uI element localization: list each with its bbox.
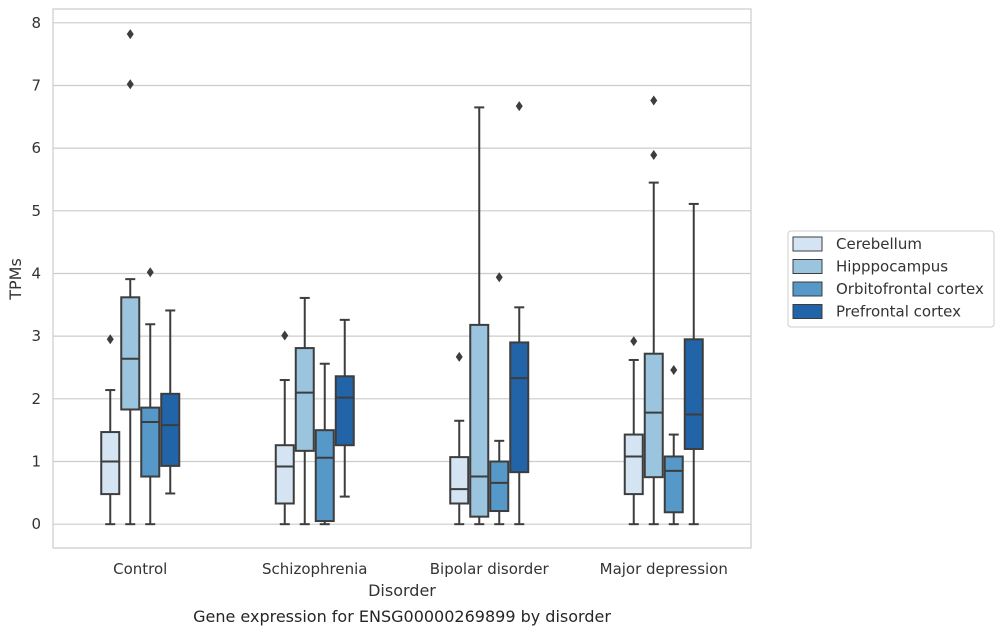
chart-caption: Gene expression for ENSG00000269899 by d… [193, 607, 611, 626]
box-iqr [294, 347, 315, 452]
box-hipppocampus-2 [469, 106, 490, 526]
x-tick-label: Bipolar disorder [430, 560, 550, 578]
outlier-point [670, 365, 678, 376]
outlier-point [106, 334, 114, 345]
box-iqr [100, 431, 121, 496]
box-iqr [274, 444, 295, 505]
box-orbitofrontal-cortex-0 [140, 267, 161, 526]
box-iqr [160, 392, 181, 467]
box-iqr [120, 296, 141, 411]
box-cerebellum-3 [623, 336, 644, 526]
box-iqr [683, 338, 704, 450]
box-cerebellum-2 [449, 351, 470, 526]
outlier-point [146, 267, 154, 278]
plot-frame [52, 8, 752, 549]
outlier-point [650, 95, 658, 106]
box-prefrontal-cortex-0 [160, 309, 181, 495]
box-hipppocampus-3 [643, 95, 664, 526]
x-axis-label: Disorder [368, 581, 436, 600]
box-orbitofrontal-cortex-1 [314, 362, 335, 526]
legend: Cerebellum Hipppocampus Orbitofrontal cort… [787, 230, 995, 328]
legend-label: Cerebellum [836, 235, 922, 253]
y-tick-label: 1 [31, 453, 41, 471]
legend-frame [787, 230, 995, 328]
box-iqr [643, 352, 664, 479]
box-hipppocampus-0 [120, 29, 141, 526]
box-iqr [489, 460, 510, 513]
y-tick-label: 5 [31, 202, 41, 220]
outlier-point [515, 101, 523, 112]
legend-label: Hipppocampus [836, 258, 948, 276]
outlier-point [495, 272, 503, 283]
legend-swatch [792, 259, 823, 274]
outlier-point [650, 150, 658, 161]
box-iqr [509, 341, 530, 474]
outlier-point [281, 330, 289, 341]
box-iqr [469, 323, 490, 518]
x-tick-label: Major depression [600, 560, 728, 578]
y-tick-label: 3 [31, 327, 41, 345]
x-tick-label: Control [113, 560, 167, 578]
legend-label: Prefrontal cortex [836, 303, 961, 321]
y-tick-label: 0 [31, 515, 41, 533]
x-tick-labels: Control Schizophrenia Bipolar disorder Majo… [113, 560, 728, 578]
box-iqr [314, 429, 335, 523]
box-iqr [140, 406, 161, 478]
box-iqr [334, 375, 355, 447]
box-prefrontal-cortex-2 [509, 101, 530, 526]
outlier-point [630, 336, 638, 347]
box-groups [100, 29, 704, 526]
box-iqr [623, 433, 644, 496]
box-iqr [449, 456, 470, 505]
outlier-point [126, 79, 134, 90]
legend-swatch [792, 304, 823, 319]
box-orbitofrontal-cortex-2 [489, 272, 510, 526]
legend-label: Orbitofrontal cortex [836, 280, 984, 298]
outlier-point [455, 351, 463, 362]
box-iqr [663, 455, 684, 514]
y-axis-label: TPMs [6, 258, 25, 301]
box-hipppocampus-1 [294, 296, 315, 526]
x-tick-label: Schizophrenia [262, 560, 367, 578]
y-tick-label: 6 [31, 139, 41, 157]
y-tick-label: 2 [31, 390, 41, 408]
box-cerebellum-1 [274, 330, 295, 526]
y-tick-label: 8 [31, 14, 41, 32]
box-prefrontal-cortex-3 [683, 202, 704, 526]
y-tick-label: 4 [31, 264, 41, 282]
box-cerebellum-0 [100, 334, 121, 526]
y-tick-label: 7 [31, 76, 41, 94]
box-prefrontal-cortex-1 [334, 318, 355, 498]
legend-swatch [792, 281, 823, 297]
y-tick-labels: 0 1 2 3 4 5 6 7 8 [31, 14, 41, 533]
legend-swatch [792, 236, 823, 252]
outlier-point [126, 29, 134, 40]
legend-items: Cerebellum Hipppocampus Orbitofrontal cort… [792, 235, 984, 321]
box-orbitofrontal-cortex-3 [663, 365, 684, 526]
